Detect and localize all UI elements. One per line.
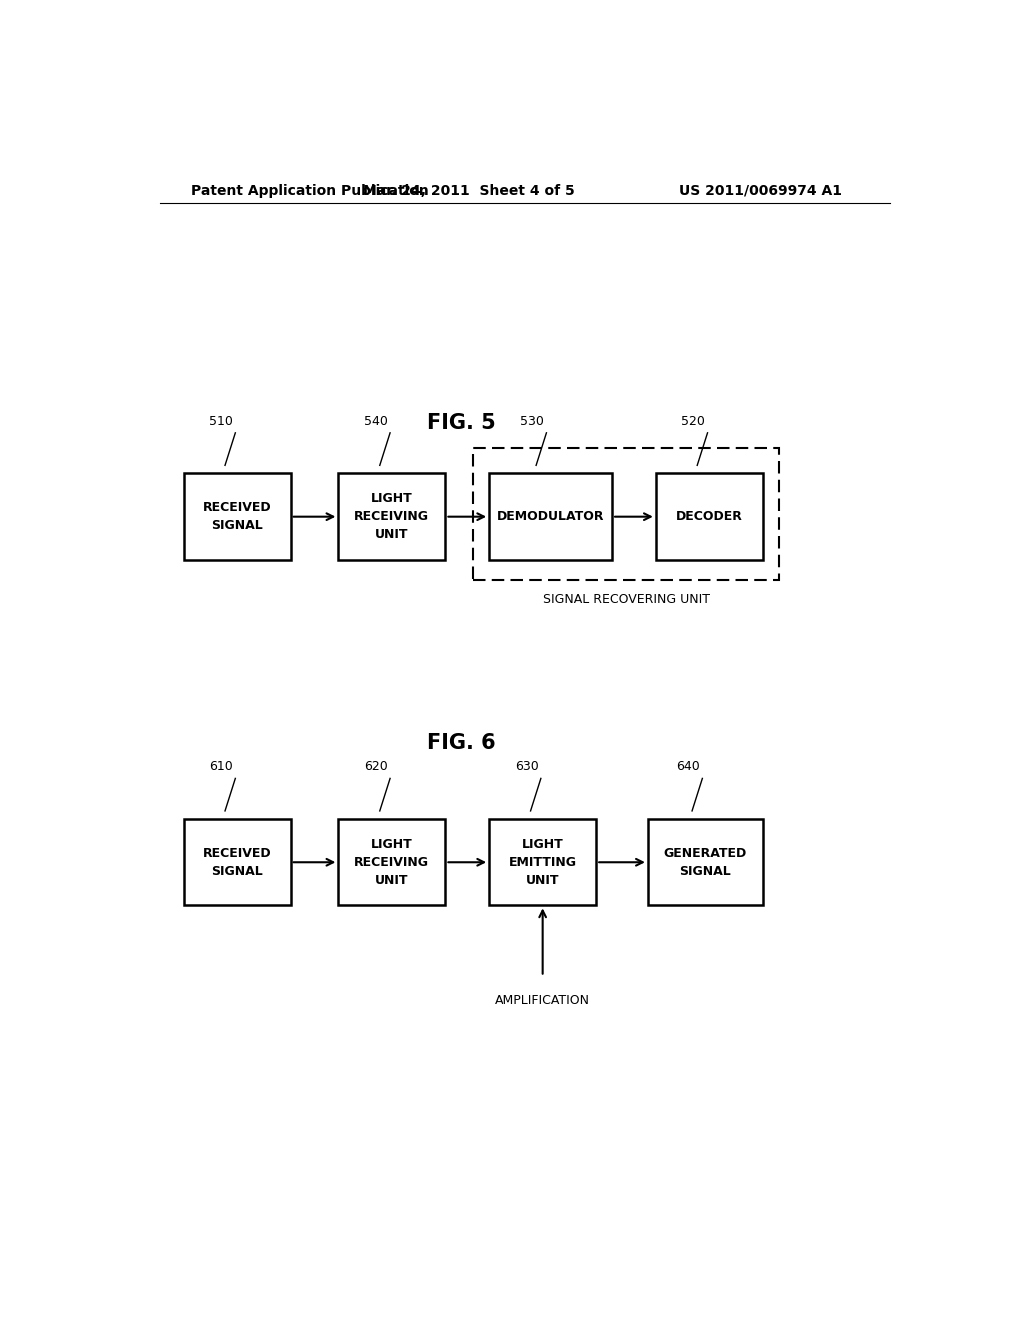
Bar [183,474,291,560]
Text: 640: 640 [676,760,700,774]
Bar [655,474,763,560]
Text: 620: 620 [364,760,388,774]
Text: DECODER: DECODER [676,511,742,523]
Bar [338,818,445,906]
Text: 630: 630 [515,760,539,774]
Text: 530: 530 [520,414,544,428]
Bar [338,474,445,560]
Bar [489,474,612,560]
Text: LIGHT
EMITTING
UNIT: LIGHT EMITTING UNIT [509,838,577,887]
Text: LIGHT
RECEIVING
UNIT: LIGHT RECEIVING UNIT [354,492,429,541]
Bar [183,818,291,906]
Text: FIG. 5: FIG. 5 [427,413,496,433]
Text: GENERATED
SIGNAL: GENERATED SIGNAL [664,846,746,878]
Text: FIG. 6: FIG. 6 [427,733,496,752]
Text: Patent Application Publication: Patent Application Publication [191,183,429,198]
Text: RECEIVED
SIGNAL: RECEIVED SIGNAL [203,502,271,532]
Bar [473,447,779,581]
Text: DEMODULATOR: DEMODULATOR [497,511,604,523]
Bar [489,818,596,906]
Text: US 2011/0069974 A1: US 2011/0069974 A1 [679,183,842,198]
Text: AMPLIFICATION: AMPLIFICATION [496,994,590,1007]
Text: LIGHT
RECEIVING
UNIT: LIGHT RECEIVING UNIT [354,838,429,887]
Text: 520: 520 [681,414,706,428]
Text: 510: 510 [209,414,233,428]
Text: Mar. 24, 2011  Sheet 4 of 5: Mar. 24, 2011 Sheet 4 of 5 [364,183,575,198]
Text: 610: 610 [209,760,232,774]
Text: 540: 540 [364,414,388,428]
Bar [648,818,763,906]
Text: SIGNAL RECOVERING UNIT: SIGNAL RECOVERING UNIT [543,594,710,606]
Text: RECEIVED
SIGNAL: RECEIVED SIGNAL [203,846,271,878]
